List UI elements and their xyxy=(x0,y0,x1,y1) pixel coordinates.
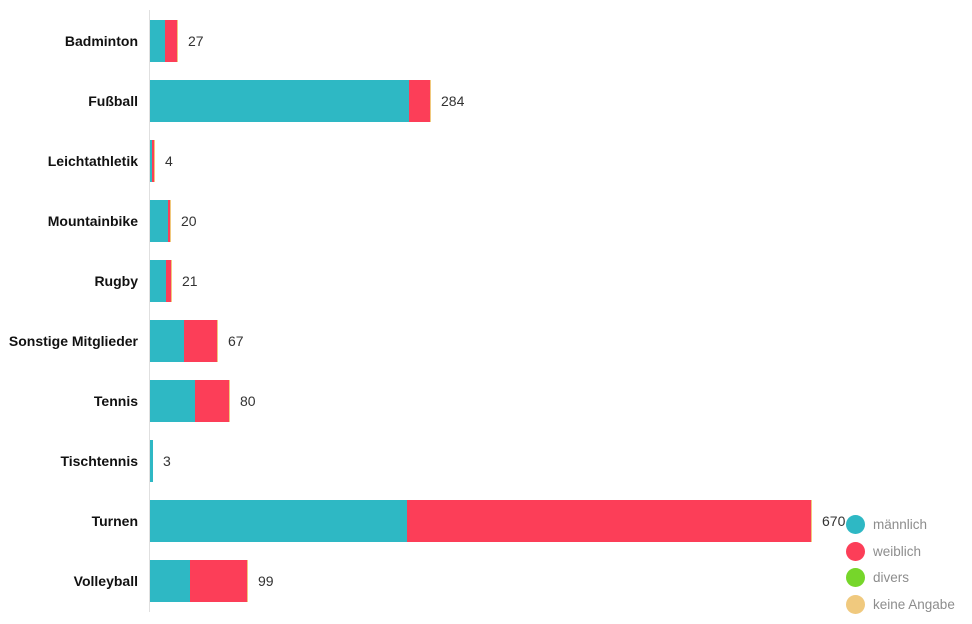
bar-edge xyxy=(177,20,178,62)
bar-segment-männlich[interactable] xyxy=(150,200,168,242)
chart-row: Rugby 21 xyxy=(0,251,972,311)
category-label: Sonstige Mitglieder xyxy=(8,333,138,349)
bar-segment-männlich[interactable] xyxy=(150,140,152,182)
chart-row: Tennis 80 xyxy=(0,371,972,431)
bar-segment-weiblich[interactable] xyxy=(195,380,229,422)
legend-label: männlich xyxy=(873,517,928,532)
chart-row: Volleyball 99 xyxy=(0,551,972,611)
legend-item-weiblich[interactable]: weiblich xyxy=(846,541,955,561)
legend-swatch-icon xyxy=(846,515,865,534)
bar-sonstige-mitglieder[interactable] xyxy=(150,320,218,362)
bar-segment-männlich[interactable] xyxy=(150,500,407,542)
bar-tennis[interactable] xyxy=(150,380,230,422)
category-label: Rugby xyxy=(94,273,138,289)
bar-segment-weiblich[interactable] xyxy=(190,560,247,602)
bar-segment-weiblich[interactable] xyxy=(407,500,811,542)
value-label: 3 xyxy=(163,453,171,469)
bar-segment-männlich[interactable] xyxy=(150,80,409,122)
chart-row: Sonstige Mitglieder 67 xyxy=(0,311,972,371)
legend-swatch-icon xyxy=(846,541,865,561)
chart-row: Tischtennis 3 xyxy=(0,431,972,491)
bar-turnen[interactable] xyxy=(150,500,812,542)
value-label: 284 xyxy=(441,93,465,109)
value-label: 99 xyxy=(258,573,274,589)
chart-row: Badminton 27 xyxy=(0,11,972,71)
chart-row: Mountainbike 20 xyxy=(0,191,972,251)
category-label: Leichtathletik xyxy=(47,153,138,169)
bar-segment-männlich[interactable] xyxy=(150,560,190,602)
chart-row: Turnen 670 xyxy=(0,491,972,551)
value-label: 21 xyxy=(182,273,198,289)
legend-label: weiblich xyxy=(873,543,922,559)
chart-row: Leichtathletik 4 xyxy=(0,131,972,191)
bar-segment-weiblich[interactable] xyxy=(166,260,171,302)
category-label: Turnen xyxy=(91,513,138,529)
legend-item-männlich[interactable]: männlich xyxy=(846,515,955,534)
value-label: 67 xyxy=(228,333,244,349)
bar-edge xyxy=(811,500,812,542)
chart-row: Fußball 284 xyxy=(0,71,972,131)
category-label: Mountainbike xyxy=(47,213,138,229)
value-label: 80 xyxy=(240,393,256,409)
value-label: 27 xyxy=(188,33,204,49)
bar-edge xyxy=(170,200,171,242)
bar-leichtathletik[interactable] xyxy=(150,140,155,182)
bar-segment-männlich[interactable] xyxy=(150,260,166,302)
category-label: Volleyball xyxy=(73,573,138,589)
legend-label: keine Angabe xyxy=(873,596,955,612)
bar-fußball[interactable] xyxy=(150,80,431,122)
legend-label: divers xyxy=(873,570,910,585)
bar-segment-weiblich[interactable] xyxy=(165,20,177,62)
bar-segment-männlich[interactable] xyxy=(150,440,153,482)
bar-rugby[interactable] xyxy=(150,260,172,302)
chart-legend: männlich weiblich divers keine Angabe xyxy=(846,515,955,621)
bar-segment-männlich[interactable] xyxy=(150,380,195,422)
bar-edge xyxy=(247,560,248,602)
category-label: Tennis xyxy=(93,393,138,409)
bar-edge xyxy=(229,380,230,422)
bar-volleyball[interactable] xyxy=(150,560,248,602)
bar-mountainbike[interactable] xyxy=(150,200,171,242)
value-label: 20 xyxy=(181,213,197,229)
value-label: 4 xyxy=(165,153,173,169)
chart-rows: Badminton 27 Fußball 284 Leichtathletik 4 Moun… xyxy=(0,11,972,611)
bar-badminton[interactable] xyxy=(150,20,178,62)
bar-segment-weiblich[interactable] xyxy=(184,320,217,362)
bar-segment-männlich[interactable] xyxy=(150,320,184,362)
legend-item-divers[interactable]: divers xyxy=(846,568,955,587)
bar-edge xyxy=(217,320,218,362)
bar-segment-männlich[interactable] xyxy=(150,20,165,62)
category-label: Badminton xyxy=(64,33,138,49)
bar-tischtennis[interactable] xyxy=(150,440,153,482)
bar-segment-weiblich[interactable] xyxy=(409,80,430,122)
legend-item-keine-angabe[interactable]: keine Angabe xyxy=(846,594,955,614)
category-label: Fußball xyxy=(88,93,138,109)
bar-edge xyxy=(430,80,431,122)
category-label: Tischtennis xyxy=(60,453,138,469)
y-axis-line xyxy=(149,10,150,612)
bar-segment-weiblich[interactable] xyxy=(168,200,170,242)
bar-edge xyxy=(154,140,155,182)
legend-swatch-icon xyxy=(846,568,865,587)
bar-segment-weiblich[interactable] xyxy=(152,140,154,182)
value-label: 670 xyxy=(822,513,846,529)
bar-edge xyxy=(171,260,172,302)
legend-swatch-icon xyxy=(846,594,865,614)
